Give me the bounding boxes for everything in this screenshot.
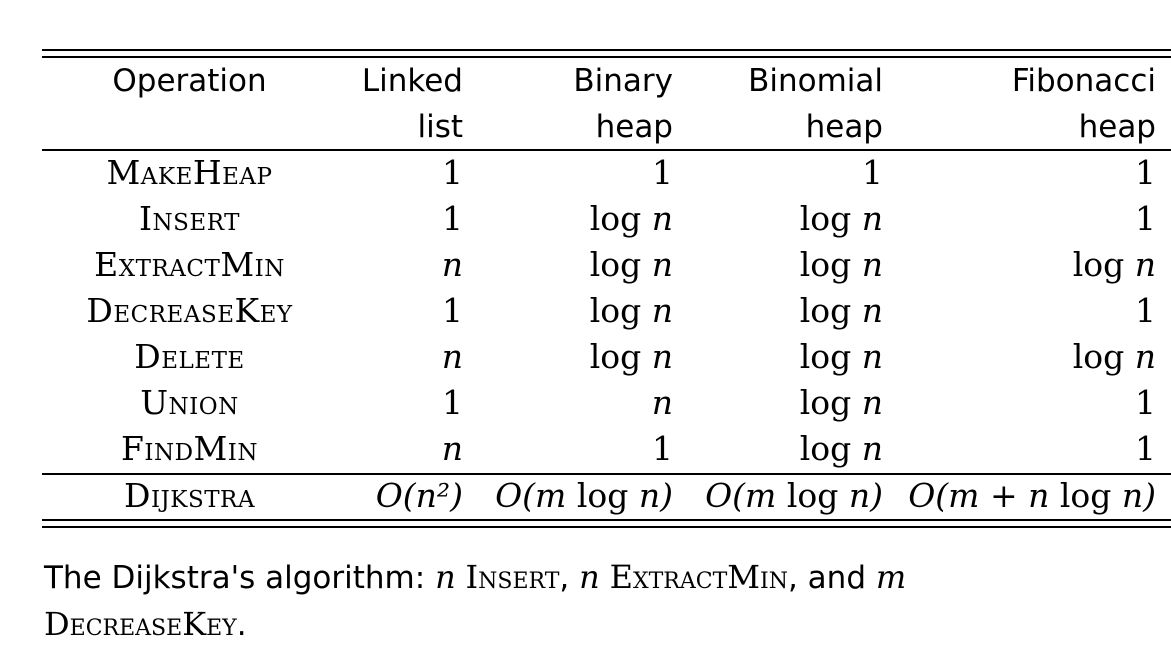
- table-header-rule: [42, 149, 1171, 151]
- cell-binomial-heap: log n: [799, 245, 883, 284]
- cell-binary-heap: n: [651, 383, 673, 422]
- caption-op-decreasekey: DecreaseKey: [44, 605, 237, 643]
- cell-binomial-heap: log n: [799, 199, 883, 238]
- cell-fibonacci-heap: 1: [1135, 429, 1156, 468]
- table-top-rule-outer: [42, 49, 1171, 51]
- cell-fibonacci-heap: log n: [1072, 337, 1156, 376]
- caption-var-n: n: [435, 558, 456, 596]
- table-bottom-rule-inner: [42, 519, 1171, 521]
- cell-linked-list: 1: [442, 383, 463, 422]
- table-row-decreasekey: DecreaseKey 1 log n log n 1: [42, 288, 1171, 334]
- cell-binary-heap: log n: [589, 199, 673, 238]
- cell-binary-heap: log n: [589, 245, 673, 284]
- cell-binary-heap: log n: [589, 337, 673, 376]
- cell-linked-list: O(n²): [375, 476, 463, 515]
- cell-fibonacci-heap: 1: [1135, 383, 1156, 422]
- cell-linked-list: n: [441, 429, 463, 468]
- operation-name: MakeHeap: [106, 153, 273, 192]
- caption-var-n: n: [579, 558, 600, 596]
- cell-binary-heap: log n: [589, 291, 673, 330]
- caption-comma: ,: [559, 560, 570, 596]
- cell-binary-heap: 1: [652, 153, 673, 192]
- cell-binomial-heap: 1: [862, 153, 883, 192]
- table-bottom-rule-outer: [42, 526, 1171, 528]
- table-row-dijkstra: Dijkstra O(n²) O(m log n) O(m log n) O(m…: [42, 472, 1171, 520]
- cell-binary-heap: 1: [652, 429, 673, 468]
- cell-binomial-heap: log n: [799, 383, 883, 422]
- cell-fibonacci-heap: log n: [1072, 245, 1156, 284]
- table-row-union: Union 1 n log n 1: [42, 380, 1171, 426]
- cell-binomial-heap: O(m log n): [705, 476, 883, 515]
- cell-binomial-heap: log n: [799, 337, 883, 376]
- table-summary-rule: [42, 473, 1171, 475]
- table-top-rule-inner: [42, 56, 1171, 58]
- operation-name: ExtractMin: [94, 245, 285, 284]
- operation-name: Insert: [139, 199, 240, 238]
- operation-name: Union: [140, 383, 239, 422]
- cell-binary-heap: O(m log n): [495, 476, 673, 515]
- cell-linked-list: 1: [442, 199, 463, 238]
- operation-name: Dijkstra: [124, 476, 255, 515]
- table-header-row: Operation Linked list Binary heap Binomi…: [42, 58, 1171, 150]
- cell-linked-list: 1: [442, 291, 463, 330]
- table-row-findmin: FindMin n 1 log n 1: [42, 426, 1171, 472]
- caption-op-extractmin: ExtractMin: [609, 558, 788, 596]
- cell-fibonacci-heap: 1: [1135, 153, 1156, 192]
- table-row-delete: Delete n log n log n log n: [42, 334, 1171, 380]
- cell-linked-list: 1: [442, 153, 463, 192]
- caption-comma-and: , and: [787, 560, 866, 596]
- operation-name: DecreaseKey: [86, 291, 293, 330]
- cell-linked-list: n: [441, 245, 463, 284]
- caption-var-m: m: [875, 558, 907, 596]
- table-row-extractmin: ExtractMin n log n log n log n: [42, 242, 1171, 288]
- table-row-makeheap: MakeHeap 1 1 1 1: [42, 150, 1171, 196]
- caption-prefix: The Dijkstra's algorithm:: [44, 560, 426, 596]
- header-fibonacci-heap: Fibonacci heap: [1011, 63, 1156, 145]
- header-binomial-heap: Binomial heap: [748, 63, 883, 145]
- header-operation: Operation: [112, 63, 267, 99]
- table-row-insert: Insert 1 log n log n 1: [42, 196, 1171, 242]
- table-caption: The Dijkstra's algorithm: n Insert, n Ex…: [44, 554, 1124, 648]
- operation-name: Delete: [134, 337, 245, 376]
- heap-complexity-table: Operation Linked list Binary heap Binomi…: [42, 58, 1171, 520]
- caption-op-insert: Insert: [465, 558, 560, 596]
- cell-fibonacci-heap: 1: [1135, 291, 1156, 330]
- header-linked-list: Linked list: [361, 63, 463, 145]
- cell-binomial-heap: log n: [799, 291, 883, 330]
- header-binary-heap: Binary heap: [573, 63, 673, 145]
- caption-period: .: [236, 607, 247, 643]
- cell-linked-list: n: [441, 337, 463, 376]
- cell-fibonacci-heap: O(m + n log n): [908, 476, 1156, 515]
- cell-fibonacci-heap: 1: [1135, 199, 1156, 238]
- cell-binomial-heap: log n: [799, 429, 883, 468]
- operation-name: FindMin: [120, 429, 259, 468]
